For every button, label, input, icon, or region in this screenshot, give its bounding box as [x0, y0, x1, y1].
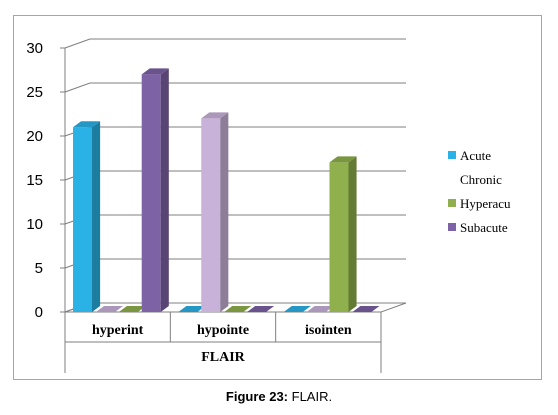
caption-text: FLAIR.	[288, 389, 333, 404]
bar-side	[220, 112, 229, 313]
legend-swatch	[448, 199, 456, 207]
y-tick-label: 10	[26, 216, 43, 233]
bar-top	[329, 156, 357, 163]
bar-top	[95, 306, 124, 312]
figure-caption: Figure 23: FLAIR.	[0, 389, 558, 404]
bar	[329, 162, 349, 312]
gridline-side	[64, 38, 91, 49]
bar-top	[224, 306, 252, 312]
bar-top	[118, 306, 146, 312]
bar-top	[283, 306, 311, 312]
y-tick-label: 15	[26, 172, 43, 189]
bar-side	[92, 121, 101, 312]
x-tick-label: hypointe	[197, 323, 249, 338]
caption-label: Figure 23:	[225, 389, 289, 404]
y-tick-label: 25	[26, 84, 43, 101]
bar-side	[160, 68, 169, 313]
legend-swatch	[448, 175, 456, 183]
bar-side	[348, 156, 357, 312]
bar-top	[178, 306, 206, 312]
y-tick-label: 0	[35, 304, 43, 321]
bar-top	[247, 306, 275, 312]
bar-chart: 0 5 10 15 20 25 30 hyperint hypointe isointen FLAI…	[26, 38, 511, 373]
legend-label: Chronic	[460, 172, 502, 187]
bar	[73, 127, 93, 312]
legend-label: Hyperacu	[460, 196, 511, 211]
bar	[141, 74, 161, 313]
bar-top	[141, 68, 169, 75]
chart-frame	[13, 15, 542, 380]
y-tick-label: 20	[26, 128, 43, 145]
bar-top	[73, 121, 101, 128]
legend-label: Acute	[460, 148, 491, 163]
y-tick-label: 30	[26, 40, 43, 57]
legend-swatch	[448, 223, 456, 231]
x-tick-label: hyperint	[92, 323, 144, 338]
x-axis-title: FLAIR	[201, 350, 245, 365]
x-tick-label: isointen	[305, 323, 352, 338]
legend-label: Subacute	[460, 220, 508, 235]
bar-top	[201, 112, 229, 119]
legend-swatch	[448, 151, 456, 159]
y-tick-label: 5	[35, 260, 43, 277]
bar-top	[352, 306, 380, 312]
bar-top	[306, 306, 334, 312]
gridline-side	[64, 82, 91, 93]
bar	[201, 118, 221, 313]
